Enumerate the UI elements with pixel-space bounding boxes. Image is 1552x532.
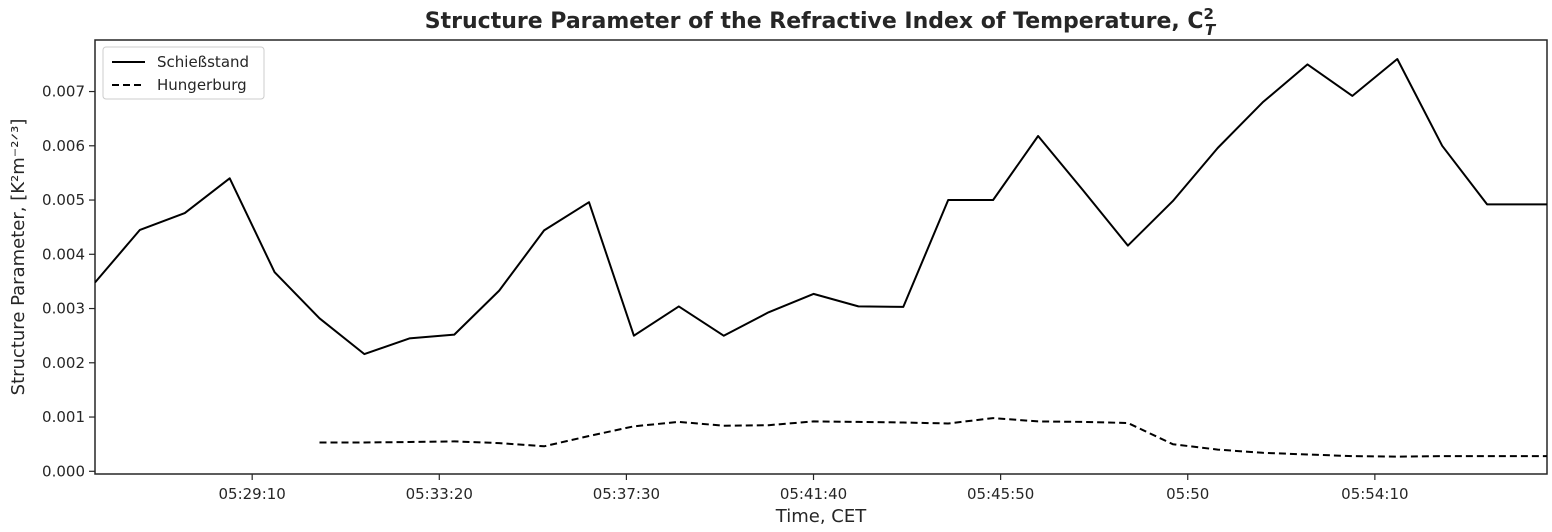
x-tick-label: 05:54:10: [1341, 485, 1408, 503]
y-axis: 0.000 0.001 0.002 0.003 0.004 0.005 0.006 0.007: [42, 83, 95, 480]
x-tick-label: 05:50: [1166, 485, 1209, 503]
legend: Schießstand Hungerburg: [102, 46, 265, 100]
series-line-hungerburg: [319, 417, 1547, 458]
y-tick-label: 0.005: [42, 191, 85, 209]
y-axis-label: Structure Parameter, [K²m⁻²ᐟ³]: [8, 119, 29, 396]
legend-label-schiessstand: Schießstand: [157, 53, 249, 71]
x-tick-label: 05:41:40: [780, 485, 847, 503]
x-axis: 05:29:10 05:33:20 05:37:30 05:41:40 05:45:50…: [218, 474, 1409, 503]
series-layer: [95, 58, 1547, 458]
x-tick-label: 05:37:30: [593, 485, 660, 503]
x-tick-label: 05:45:50: [967, 485, 1034, 503]
y-tick-label: 0.007: [42, 83, 85, 101]
y-tick-label: 0.000: [42, 462, 85, 480]
plot-frame: [94, 39, 1548, 475]
x-tick-label: 05:33:20: [406, 485, 473, 503]
y-tick-label: 0.001: [42, 408, 85, 426]
y-tick-label: 0.006: [42, 137, 85, 155]
x-axis-label: Time, CET: [775, 506, 867, 527]
y-tick-label: 0.002: [42, 354, 85, 372]
legend-frame: [102, 46, 265, 100]
plot-area: 05:29:10 05:33:20 05:37:30 05:41:40 05:45:50…: [42, 39, 1548, 503]
series-line-schiessstand: [95, 58, 1547, 356]
chart-title: Structure Parameter of the Refractive In…: [425, 5, 1217, 39]
y-tick-label: 0.004: [42, 245, 85, 263]
legend-label-hungerburg: Hungerburg: [157, 76, 247, 94]
y-tick-label: 0.003: [42, 300, 85, 318]
x-tick-label: 05:29:10: [218, 485, 285, 503]
